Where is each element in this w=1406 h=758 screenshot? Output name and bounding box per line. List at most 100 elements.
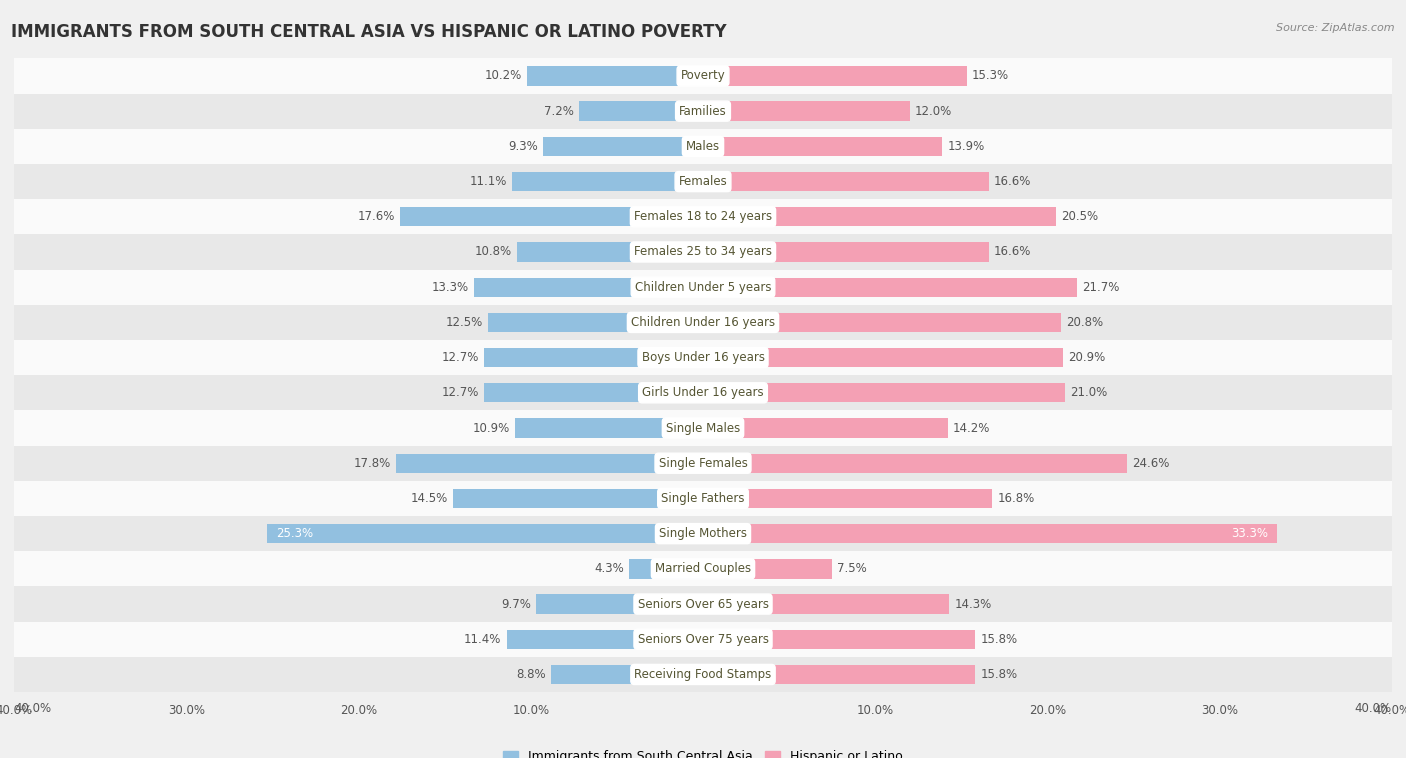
Bar (703, 243, 988, 262)
Bar (14, 410, 1392, 446)
Text: Children Under 5 years: Children Under 5 years (634, 280, 772, 293)
Bar (14, 199, 1392, 234)
Bar (14, 622, 1392, 657)
Bar (703, 66, 966, 86)
Text: Single Fathers: Single Fathers (661, 492, 745, 505)
Text: 16.6%: 16.6% (994, 175, 1032, 188)
Bar (14, 305, 1392, 340)
Text: Receiving Food Stamps: Receiving Food Stamps (634, 668, 772, 681)
Bar (14, 93, 1392, 129)
Bar (703, 102, 910, 121)
Bar (703, 630, 976, 649)
Bar (14, 551, 1392, 587)
Text: 11.1%: 11.1% (470, 175, 506, 188)
Text: 20.8%: 20.8% (1066, 316, 1104, 329)
Bar (703, 418, 948, 437)
Text: 12.0%: 12.0% (915, 105, 952, 117)
Bar (14, 375, 1392, 410)
Bar (14, 657, 1392, 692)
Bar (515, 418, 703, 437)
Text: 14.5%: 14.5% (411, 492, 449, 505)
Text: 17.6%: 17.6% (357, 210, 395, 224)
Text: 7.5%: 7.5% (838, 562, 868, 575)
Bar (579, 102, 703, 121)
Text: 15.8%: 15.8% (980, 633, 1018, 646)
Bar (512, 172, 703, 191)
Text: 40.0%: 40.0% (1355, 702, 1392, 715)
Bar (703, 207, 1056, 227)
Bar (14, 340, 1392, 375)
Text: Girls Under 16 years: Girls Under 16 years (643, 387, 763, 399)
Text: 12.7%: 12.7% (441, 387, 479, 399)
Text: 7.2%: 7.2% (544, 105, 574, 117)
Legend: Immigrants from South Central Asia, Hispanic or Latino: Immigrants from South Central Asia, Hisp… (498, 745, 908, 758)
Text: 12.5%: 12.5% (446, 316, 482, 329)
Text: Poverty: Poverty (681, 70, 725, 83)
Text: Married Couples: Married Couples (655, 562, 751, 575)
Text: Single Females: Single Females (658, 457, 748, 470)
Bar (14, 270, 1392, 305)
Text: 10.9%: 10.9% (472, 421, 510, 434)
Bar (628, 559, 703, 578)
Bar (488, 313, 703, 332)
Bar (703, 594, 949, 614)
Text: 15.3%: 15.3% (972, 70, 1010, 83)
Text: 17.8%: 17.8% (354, 457, 391, 470)
Text: 33.3%: 33.3% (1230, 527, 1268, 540)
Bar (703, 348, 1063, 368)
Text: 15.8%: 15.8% (980, 668, 1018, 681)
Text: 25.3%: 25.3% (276, 527, 314, 540)
Text: 8.8%: 8.8% (516, 668, 547, 681)
Bar (474, 277, 703, 297)
Bar (484, 348, 703, 368)
Bar (527, 66, 703, 86)
Text: Seniors Over 65 years: Seniors Over 65 years (637, 597, 769, 610)
Text: Males: Males (686, 140, 720, 153)
Bar (703, 489, 993, 508)
Text: IMMIGRANTS FROM SOUTH CENTRAL ASIA VS HISPANIC OR LATINO POVERTY: IMMIGRANTS FROM SOUTH CENTRAL ASIA VS HI… (11, 23, 727, 41)
Text: 9.7%: 9.7% (501, 597, 531, 610)
Bar (14, 164, 1392, 199)
Bar (14, 234, 1392, 270)
Text: 14.2%: 14.2% (953, 421, 990, 434)
Bar (14, 516, 1392, 551)
Text: 13.9%: 13.9% (948, 140, 984, 153)
Bar (703, 172, 988, 191)
Bar (703, 383, 1064, 402)
Text: 10.2%: 10.2% (485, 70, 522, 83)
Bar (703, 524, 1277, 543)
Text: 21.7%: 21.7% (1083, 280, 1119, 293)
Bar (703, 559, 832, 578)
Text: 40.0%: 40.0% (14, 702, 51, 715)
Bar (517, 243, 703, 262)
Text: 24.6%: 24.6% (1132, 457, 1170, 470)
Bar (14, 446, 1392, 481)
Bar (14, 129, 1392, 164)
Text: 20.9%: 20.9% (1069, 351, 1105, 364)
Bar (543, 136, 703, 156)
Text: 13.3%: 13.3% (432, 280, 468, 293)
Text: Boys Under 16 years: Boys Under 16 years (641, 351, 765, 364)
Bar (267, 524, 703, 543)
Bar (14, 481, 1392, 516)
Text: Females 18 to 24 years: Females 18 to 24 years (634, 210, 772, 224)
Text: 21.0%: 21.0% (1070, 387, 1107, 399)
Bar (703, 277, 1077, 297)
Text: 16.8%: 16.8% (997, 492, 1035, 505)
Text: Single Males: Single Males (666, 421, 740, 434)
Bar (506, 630, 703, 649)
Text: Families: Families (679, 105, 727, 117)
Text: 16.6%: 16.6% (994, 246, 1032, 258)
Text: 11.4%: 11.4% (464, 633, 502, 646)
Text: 9.3%: 9.3% (508, 140, 537, 153)
Text: 4.3%: 4.3% (593, 562, 624, 575)
Text: 20.5%: 20.5% (1062, 210, 1098, 224)
Text: Females 25 to 34 years: Females 25 to 34 years (634, 246, 772, 258)
Bar (703, 665, 976, 684)
Text: Source: ZipAtlas.com: Source: ZipAtlas.com (1277, 23, 1395, 33)
Text: 10.8%: 10.8% (475, 246, 512, 258)
Text: Single Mothers: Single Mothers (659, 527, 747, 540)
Bar (703, 136, 942, 156)
Text: 12.7%: 12.7% (441, 351, 479, 364)
Bar (703, 453, 1126, 473)
